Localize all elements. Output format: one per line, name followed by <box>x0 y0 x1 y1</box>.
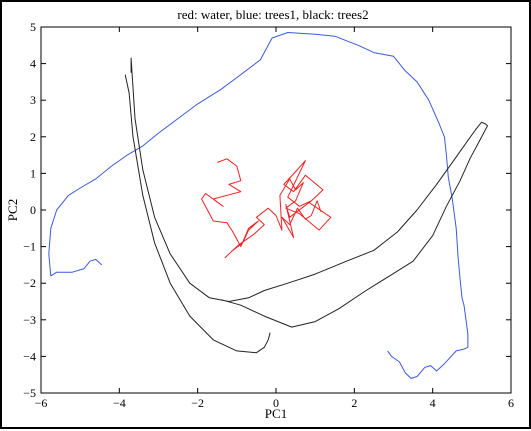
y-tick-label: 1 <box>30 166 36 180</box>
series-line-2 <box>124 74 271 354</box>
y-axis-label: PC2 <box>5 199 20 221</box>
x-tick-label: −2 <box>191 396 204 410</box>
x-tick-label: 2 <box>351 396 357 410</box>
y-tick-label: 0 <box>30 203 36 217</box>
x-tick-label: 0 <box>273 396 279 410</box>
series-layer <box>48 32 488 379</box>
y-tick-label: −3 <box>23 313 36 327</box>
series-line-1 <box>130 57 488 328</box>
y-tick-label: 2 <box>30 130 36 144</box>
x-tick-label: 6 <box>508 396 514 410</box>
y-tick-label: −5 <box>23 386 36 400</box>
x-tick-label: −6 <box>35 396 48 410</box>
x-tick-label: −4 <box>113 396 126 410</box>
y-tick-label: −2 <box>23 276 36 290</box>
x-axis-label: PC1 <box>265 406 287 421</box>
y-tick-label: −4 <box>23 349 36 363</box>
series-line-3 <box>201 158 332 259</box>
axes-box <box>40 26 512 394</box>
y-tick-label: −1 <box>23 240 36 254</box>
y-tick-label: 4 <box>30 57 36 71</box>
chart-title: red: water, blue: trees1, black: trees2 <box>177 7 368 22</box>
y-tick-label: 3 <box>30 93 36 107</box>
x-tick-label: 4 <box>430 396 436 410</box>
ticks-layer: −6 −4 −2 0 2 4 6 −5 −4 −3 −2 −1 0 1 2 3 4 5 <box>23 20 514 410</box>
series-line-0 <box>48 32 469 379</box>
y-tick-label: 5 <box>30 20 36 34</box>
